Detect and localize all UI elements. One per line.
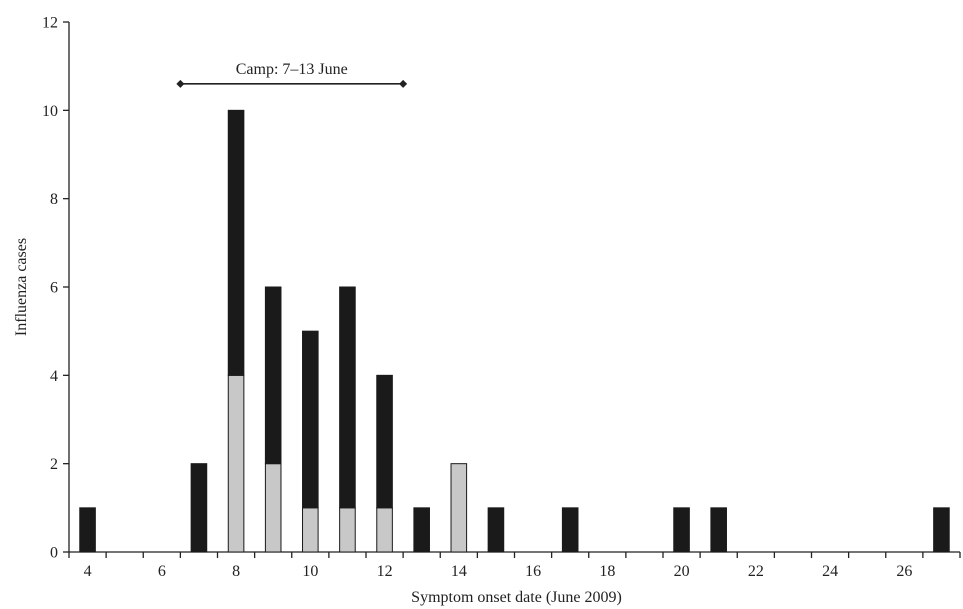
x-tick-label: 26: [896, 563, 912, 580]
y-tick-label: 10: [42, 103, 58, 120]
bar-segment-20-black: [673, 507, 690, 553]
bar-segment-10-grey: [302, 507, 319, 553]
bar-segment-10-black: [302, 330, 319, 509]
y-tick-label: 0: [50, 545, 58, 562]
bar-segment-15-black: [487, 507, 505, 553]
x-tick-label: 10: [302, 563, 318, 580]
x-tick-label: 12: [377, 563, 393, 580]
bar-segment-27-black: [933, 507, 950, 553]
y-tick-label: 6: [50, 280, 58, 297]
x-tick-label: 6: [158, 563, 166, 580]
bar-segment-21-black: [710, 507, 727, 553]
x-tick-label: 14: [451, 563, 467, 580]
bar-segment-8-grey: [227, 374, 245, 553]
y-axis-title: Influenza cases: [13, 238, 30, 336]
x-tick-label: 22: [748, 563, 764, 580]
y-tick-label: 8: [50, 191, 58, 208]
bar-segment-12-grey: [376, 507, 393, 553]
bar-segment-7-black: [190, 463, 208, 553]
bar-segment-12-black: [376, 374, 393, 509]
camp-start-marker: [176, 79, 185, 88]
bar-segment-17-black: [561, 507, 579, 553]
bar-segment-11-black: [339, 286, 356, 509]
camp-end-marker: [399, 79, 408, 88]
x-axis-title: Symptom onset date (June 2009): [411, 589, 622, 606]
x-axis: 46810121416182022242628: [68, 551, 961, 580]
y-axis: 0 2 4 6 8 10 12: [42, 15, 70, 562]
bar-segment-11-grey: [339, 507, 356, 553]
x-tick-label: 4: [84, 563, 92, 580]
x-tick-label: 8: [232, 563, 240, 580]
bar-segment-9-black: [264, 286, 282, 465]
camp-annotation-label: Camp: 7–13 June: [236, 61, 348, 78]
bar-segment-9-grey: [264, 463, 282, 553]
x-tick-label: 20: [674, 563, 690, 580]
bar-segment-8-black: [227, 109, 245, 376]
x-tick-label: 16: [525, 563, 541, 580]
x-tick-label: 18: [599, 563, 615, 580]
y-tick-label: 2: [50, 456, 58, 473]
bars: [79, 109, 950, 553]
y-tick-label: 4: [50, 368, 58, 385]
bar-segment-4-black: [79, 507, 96, 553]
bar-segment-13-black: [413, 507, 430, 553]
bar-segment-14-grey: [450, 463, 468, 553]
y-tick-label: 12: [42, 15, 58, 32]
camp-annotation: Camp: 7–13 June: [176, 61, 408, 88]
x-tick-label: 24: [822, 563, 838, 580]
